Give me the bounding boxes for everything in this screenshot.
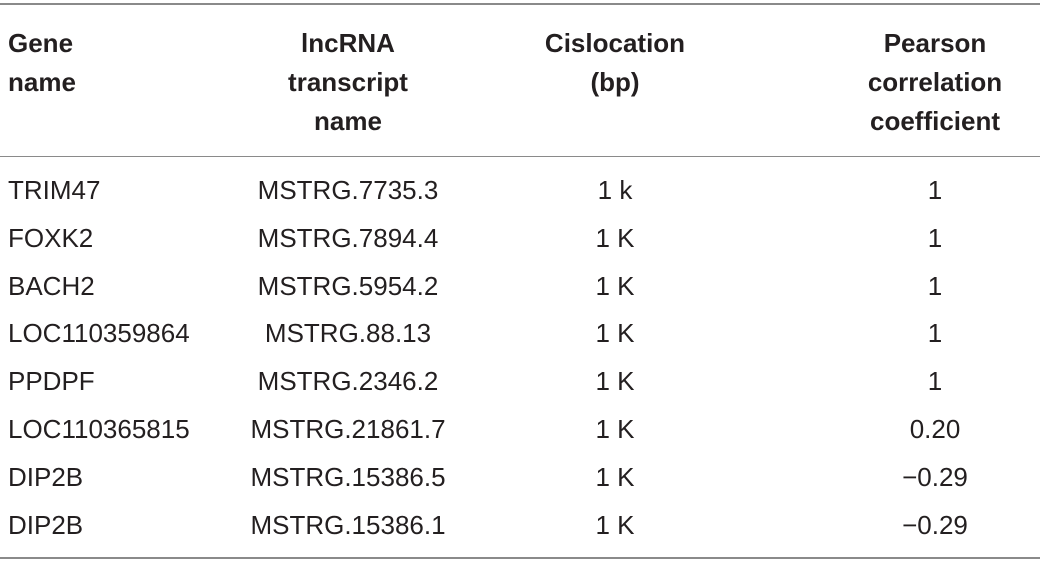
cell-text: 1 — [927, 175, 943, 205]
header-text: name — [314, 106, 382, 136]
cell-text: DIP2B — [8, 461, 84, 492]
cell-text: MSTRG.21861.7 — [250, 414, 446, 444]
bottom-rule — [0, 557, 1040, 559]
cell-text: 1 — [927, 366, 943, 397]
cell-text: TRIM47 — [8, 175, 101, 205]
top-rule — [0, 3, 1040, 5]
cell-text: MSTRG.15386.5 — [250, 461, 446, 492]
cell-text: MSTRG.5954.2 — [257, 270, 439, 301]
header-text: Gene — [8, 28, 74, 58]
cell-text: LOC110365815 — [8, 414, 190, 444]
cell-text: BACH2 — [8, 270, 95, 301]
cell-text: 1 k — [597, 175, 633, 205]
header-rule — [0, 156, 1040, 157]
cell-text: 1 — [927, 222, 943, 253]
cell-text: DIP2B — [8, 509, 84, 540]
header-text: Cislocation — [544, 28, 686, 58]
cell-text: FOXK2 — [8, 222, 94, 253]
cell-text: 0.20 — [909, 414, 961, 444]
header-text: correlation — [867, 67, 1003, 97]
header-text: (bp) — [590, 67, 640, 97]
cell-text: −0.29 — [902, 509, 968, 540]
header-text: transcript — [288, 67, 408, 97]
cell-text: 1 K — [595, 318, 635, 349]
cell-text: 1 K — [595, 270, 635, 301]
cell-text: 1 — [927, 270, 943, 301]
header-text: Pearson — [883, 28, 987, 58]
cell-text: MSTRG.15386.1 — [250, 509, 446, 540]
cell-text: −0.29 — [902, 461, 968, 492]
cell-text: 1 K — [595, 414, 635, 444]
cell-text: PPDPF — [8, 366, 95, 397]
cell-text: LOC110359864 — [8, 318, 190, 349]
header-text: coefficient — [869, 106, 1001, 136]
cell-text: MSTRG.7735.3 — [257, 175, 439, 205]
cell-text: 1 K — [595, 461, 635, 492]
cell-text: MSTRG.2346.2 — [257, 366, 439, 397]
cell-text: MSTRG.7894.4 — [257, 222, 439, 253]
header-text: lncRNA — [301, 28, 395, 58]
header-text: name — [8, 67, 76, 97]
cell-text: MSTRG.88.13 — [264, 318, 432, 349]
cell-text: 1 K — [595, 366, 635, 397]
cell-text: 1 K — [595, 222, 635, 253]
cell-text: 1 K — [595, 509, 635, 540]
cell-text: 1 — [927, 318, 943, 349]
